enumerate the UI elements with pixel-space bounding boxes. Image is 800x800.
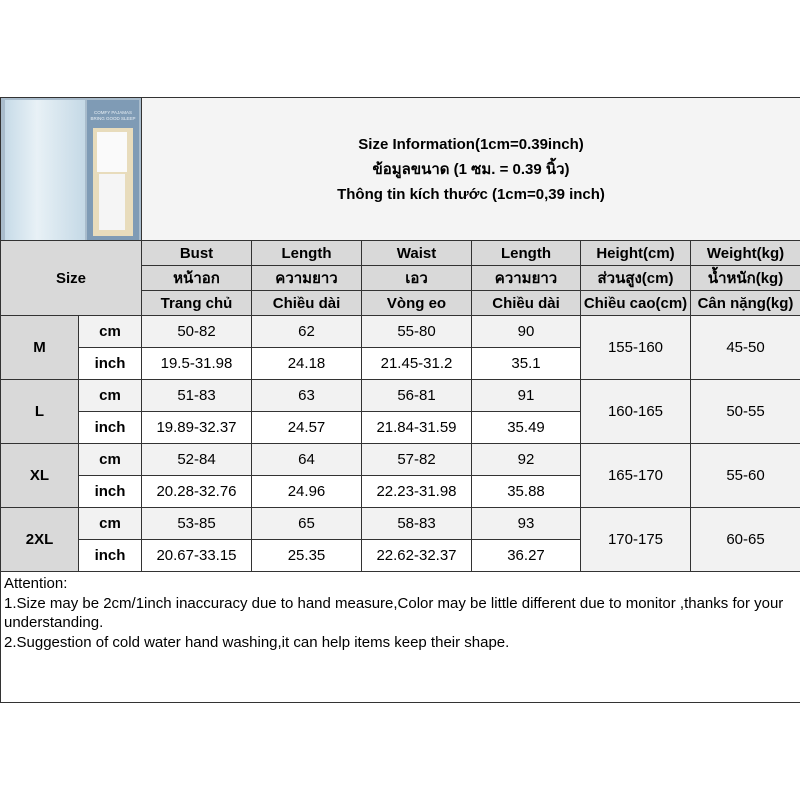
attention-heading: Attention: <box>4 575 68 592</box>
unit-label: inch <box>78 411 142 444</box>
measurement-cell: 20.67-33.15 <box>141 539 252 572</box>
measurement-cell: 92 <box>471 443 581 476</box>
height-cell: 155-160 <box>580 315 691 380</box>
measurement-cell: 19.5-31.98 <box>141 347 252 380</box>
measurement-cell: 56-81 <box>361 379 472 412</box>
product-image: COMFY PAJAMAS BRING GOOD SLEEP <box>0 97 142 241</box>
measurement-cell: 90 <box>471 315 581 348</box>
column-header-en: Bust <box>141 240 252 266</box>
measurement-cell: 51-83 <box>141 379 252 412</box>
title-th: ข้อมูลขนาด (1 ซม. = 0.39 นิ้ว) <box>372 160 570 178</box>
column-header-th: ความยาว <box>251 265 362 291</box>
column-header-en: Length <box>471 240 581 266</box>
column-header-en: Weight(kg) <box>689 240 800 266</box>
height-cell: 165-170 <box>580 443 691 508</box>
height-cell: 170-175 <box>580 507 691 572</box>
pajama-set-photo: COMFY PAJAMAS BRING GOOD SLEEP <box>87 100 139 240</box>
measurement-cell: 64 <box>251 443 362 476</box>
attention-notes: Attention: 1.Size may be 2cm/1inch inaccu… <box>0 571 800 703</box>
measurement-cell: 52-84 <box>141 443 252 476</box>
measurement-cell: 22.62-32.37 <box>361 539 472 572</box>
table-row-inch: inch 19.5-31.98 24.18 21.45-31.2 35.1 <box>1 347 800 380</box>
size-chart-table: COMFY PAJAMAS BRING GOOD SLEEP Size Info… <box>0 97 800 703</box>
measurement-cell: 35.49 <box>471 411 581 444</box>
column-header-vi: Chiều dài <box>251 290 362 316</box>
title-vi: Thông tin kích thước (1cm=0,39 inch) <box>337 185 605 203</box>
column-header-th: น้ำหนัก(kg) <box>689 265 800 291</box>
measurement-cell: 91 <box>471 379 581 412</box>
unit-label: inch <box>78 347 142 380</box>
measurement-cell: 63 <box>251 379 362 412</box>
image-caption: COMFY PAJAMAS BRING GOOD SLEEP <box>90 110 136 121</box>
column-header-th: ส่วนสูง(cm) <box>580 265 691 291</box>
column-header-vi: Trang chủ <box>141 290 252 316</box>
table-row-cm: 2XL cm 53-85 65 58-83 93 170-175 60-65 <box>0 507 800 572</box>
measurement-cell: 36.27 <box>471 539 581 572</box>
measurement-cell: 24.18 <box>251 347 362 380</box>
measurement-cell: 21.84-31.59 <box>361 411 472 444</box>
measurement-cell: 24.96 <box>251 475 362 508</box>
size-label: XL <box>0 443 79 508</box>
unit-label: cm <box>78 315 142 348</box>
title-en: Size Information(1cm=0.39inch) <box>358 135 584 153</box>
attention-line: 2.Suggestion of cold water hand washing,… <box>4 633 510 651</box>
table-row-inch: inch 19.89-32.37 24.57 21.84-31.59 35.49 <box>1 411 800 444</box>
column-header-vi: Chiều dài <box>471 290 581 316</box>
measurement-cell: 21.45-31.2 <box>361 347 472 380</box>
column-header-vi: Vòng eo <box>361 290 472 316</box>
measurement-cell: 57-82 <box>361 443 472 476</box>
measurement-cell: 24.57 <box>251 411 362 444</box>
measurement-cell: 93 <box>471 507 581 540</box>
height-cell: 160-165 <box>580 379 691 444</box>
title-cell: Size Information(1cm=0.39inch) ข้อมูลขนา… <box>140 97 800 241</box>
table-row-inch: inch 20.28-32.76 24.96 22.23-31.98 35.88 <box>1 475 800 508</box>
table-row-cm: XL cm 52-84 64 57-82 92 165-170 55-60 <box>0 443 800 508</box>
weight-cell: 55-60 <box>689 443 800 508</box>
measurement-cell: 53-85 <box>141 507 252 540</box>
size-label: M <box>0 315 79 380</box>
column-header-vi: Cân nặng(kg) <box>689 290 800 316</box>
column-header-vi: Chiều cao(cm) <box>580 290 691 316</box>
column-header-th: หน้าอก <box>141 265 252 291</box>
measurement-cell: 35.1 <box>471 347 581 380</box>
model-photo <box>5 100 85 240</box>
unit-label: inch <box>78 475 142 508</box>
measurement-cell: 20.28-32.76 <box>141 475 252 508</box>
table-row-inch: inch 20.67-33.15 25.35 22.62-32.37 36.27 <box>1 539 800 572</box>
attention-line: 1.Size may be 2cm/1inch inaccuracy due t… <box>4 594 784 632</box>
unit-label: cm <box>78 443 142 476</box>
measurement-cell: 65 <box>251 507 362 540</box>
size-header: Size <box>0 240 142 316</box>
measurement-cell: 25.35 <box>251 539 362 572</box>
measurement-cell: 22.23-31.98 <box>361 475 472 508</box>
column-header-en: Height(cm) <box>580 240 691 266</box>
unit-label: cm <box>78 379 142 412</box>
unit-label: cm <box>78 507 142 540</box>
measurement-cell: 35.88 <box>471 475 581 508</box>
measurement-cell: 55-80 <box>361 315 472 348</box>
measurement-cell: 58-83 <box>361 507 472 540</box>
column-header-en: Length <box>251 240 362 266</box>
unit-label: inch <box>78 539 142 572</box>
measurement-cell: 50-82 <box>141 315 252 348</box>
weight-cell: 45-50 <box>689 315 800 380</box>
measurement-cell: 62 <box>251 315 362 348</box>
column-header-th: ความยาว <box>471 265 581 291</box>
weight-cell: 60-65 <box>689 507 800 572</box>
column-header-th: เอว <box>361 265 472 291</box>
size-label: 2XL <box>0 507 79 572</box>
column-header-en: Waist <box>361 240 472 266</box>
measurement-cell: 19.89-32.37 <box>141 411 252 444</box>
weight-cell: 50-55 <box>689 379 800 444</box>
size-label: L <box>0 379 79 444</box>
